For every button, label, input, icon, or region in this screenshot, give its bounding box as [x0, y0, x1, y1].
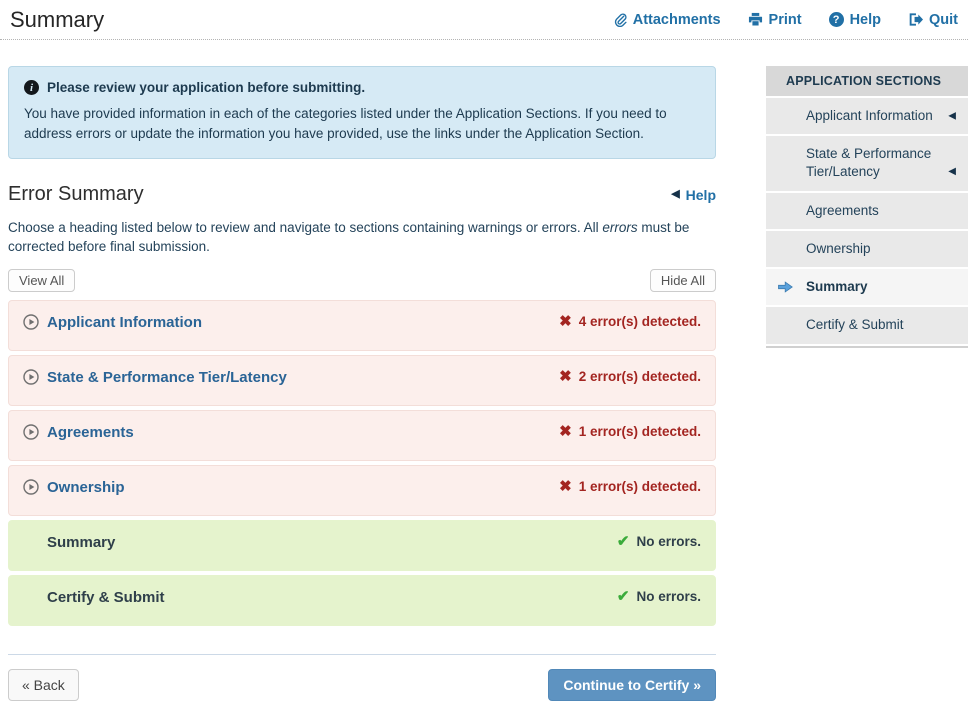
section-link[interactable]: Agreements — [47, 423, 134, 441]
caret-left-icon: ◀ — [671, 188, 680, 201]
section-status-text: 4 error(s) detected. — [578, 313, 701, 329]
section-status-text: 2 error(s) detected. — [578, 368, 701, 384]
error-summary-header: Error Summary ◀ Help — [8, 183, 716, 206]
main-content: i Please review your application before … — [8, 66, 716, 701]
error-summary-heading: Error Summary — [8, 183, 144, 206]
error-x-icon: ✖ — [559, 312, 572, 330]
section-row-left: Summary — [23, 534, 115, 551]
notice-title: Please review your application before su… — [47, 80, 366, 95]
error-x-icon: ✖ — [559, 477, 572, 495]
play-circle-icon — [23, 314, 39, 331]
section-row-left: Certify & Submit — [23, 589, 165, 606]
help-label: Help — [849, 11, 881, 28]
footer-separator — [8, 653, 716, 655]
play-circle-icon — [23, 424, 39, 441]
notice-body: You have provided information in each of… — [24, 106, 667, 141]
quit-icon — [908, 12, 923, 27]
section-status: ✖ 2 error(s) detected. — [559, 369, 701, 384]
section-status: ✖ 4 error(s) detected. — [559, 314, 701, 329]
error-section-row[interactable]: State & Performance Tier/Latency ✖ 2 error… — [8, 354, 716, 406]
section-status: ✖ 1 error(s) detected. — [559, 479, 701, 494]
check-icon: ✔ — [616, 587, 630, 605]
active-arrow-icon — [778, 281, 793, 293]
help-link-top[interactable]: ? Help — [828, 11, 881, 28]
collapse-caret-icon: ◀ — [948, 166, 956, 178]
section-label: Certify & Submit — [47, 588, 165, 606]
section-link[interactable]: Applicant Information — [47, 313, 202, 331]
section-row-left: State & Performance Tier/Latency — [23, 369, 287, 386]
sidebar-item-ownership[interactable]: Ownership — [766, 230, 968, 268]
desc-italic: errors — [602, 220, 638, 236]
section-label: Summary — [47, 533, 116, 551]
application-sections-sidebar: APPLICATION SECTIONS Applicant Informati… — [766, 66, 968, 348]
back-button[interactable]: « Back — [8, 668, 79, 701]
page-title: Summary — [10, 6, 105, 32]
section-row-left: Ownership — [23, 479, 125, 496]
sidebar-item-summary[interactable]: Summary — [766, 269, 968, 306]
sidebar-item-label: Agreements — [806, 202, 879, 218]
attachments-label: Attachments — [632, 11, 721, 28]
print-link[interactable]: Print — [748, 12, 802, 28]
sidebar-item-label: Summary — [806, 279, 868, 295]
help-circle-icon: ? — [828, 12, 844, 27]
section-link[interactable]: Ownership — [47, 478, 125, 496]
sidebar-item-agreements[interactable]: Agreements — [766, 192, 968, 229]
sidebar-list: Applicant Information ◀ State & Performanc… — [766, 98, 968, 348]
collapse-caret-icon: ◀ — [948, 110, 956, 122]
view-all-button[interactable]: View All — [8, 268, 76, 292]
continue-to-certify-button[interactable]: Continue to Certify » — [548, 668, 716, 701]
quit-link[interactable]: Quit — [908, 12, 958, 28]
top-links: Attachments Print ? Help — [612, 12, 958, 28]
sidebar-item-label: State & Performance Tier/Latency — [806, 146, 932, 180]
attachments-link[interactable]: Attachments — [612, 12, 721, 28]
section-status-text: No errors. — [636, 533, 701, 549]
footer-buttons: « Back Continue to Certify » — [8, 668, 716, 701]
section-status: ✔ No errors. — [617, 534, 701, 549]
sidebar-item-label: Ownership — [806, 240, 871, 256]
quit-label: Quit — [929, 11, 958, 28]
section-status: ✖ 1 error(s) detected. — [559, 424, 701, 439]
top-bar: Summary Attachments Print ? H — [0, 0, 968, 40]
hide-all-button[interactable]: Hide All — [649, 268, 716, 292]
section-link[interactable]: State & Performance Tier/Latency — [47, 368, 287, 386]
paperclip-icon — [612, 12, 627, 27]
section-status-text: 1 error(s) detected. — [578, 478, 701, 494]
error-summary-description: Choose a heading listed below to review … — [8, 219, 716, 257]
print-icon — [748, 12, 763, 27]
ok-section-row: Certify & Submit ✔ No errors. — [8, 574, 716, 626]
sections-list: Applicant Information ✖ 4 error(s) detecte… — [8, 299, 716, 626]
section-row-left: Agreements — [23, 424, 134, 441]
error-x-icon: ✖ — [559, 367, 572, 385]
print-label: Print — [768, 11, 802, 28]
sidebar-heading: APPLICATION SECTIONS — [766, 66, 968, 96]
error-summary-help-link[interactable]: ◀ Help — [671, 187, 716, 203]
sidebar-item-label: Applicant Information — [806, 108, 933, 123]
info-icon: i — [24, 80, 39, 95]
error-summary-help-label: Help — [685, 186, 716, 203]
play-circle-icon — [23, 369, 39, 386]
section-row-left: Applicant Information — [23, 314, 202, 331]
error-x-icon: ✖ — [559, 422, 572, 440]
error-section-row[interactable]: Ownership ✖ 1 error(s) detected. — [8, 464, 716, 516]
sidebar-item-state-performance-tier-latency[interactable]: State & Performance Tier/Latency ◀ — [766, 136, 968, 191]
expand-collapse-row: View All Hide All — [8, 268, 716, 292]
check-icon: ✔ — [616, 532, 630, 550]
desc-after: must be corrected before final submissio… — [8, 220, 690, 255]
section-status: ✔ No errors. — [617, 589, 701, 604]
error-section-row[interactable]: Applicant Information ✖ 4 error(s) detecte… — [8, 299, 716, 351]
sidebar-item-certify-submit[interactable]: Certify & Submit — [766, 307, 968, 344]
play-circle-icon — [23, 479, 39, 496]
section-status-text: 1 error(s) detected. — [578, 423, 701, 439]
notice-title-row: i Please review your application before … — [24, 80, 700, 95]
review-notice-box: i Please review your application before … — [8, 66, 716, 160]
ok-section-row: Summary ✔ No errors. — [8, 519, 716, 571]
section-status-text: No errors. — [636, 588, 701, 604]
desc-before: Choose a heading listed below to review … — [8, 220, 603, 236]
sidebar-item-label: Certify & Submit — [806, 317, 904, 333]
sidebar-item-applicant-information[interactable]: Applicant Information ◀ — [766, 98, 968, 135]
error-section-row[interactable]: Agreements ✖ 1 error(s) detected. — [8, 409, 716, 461]
